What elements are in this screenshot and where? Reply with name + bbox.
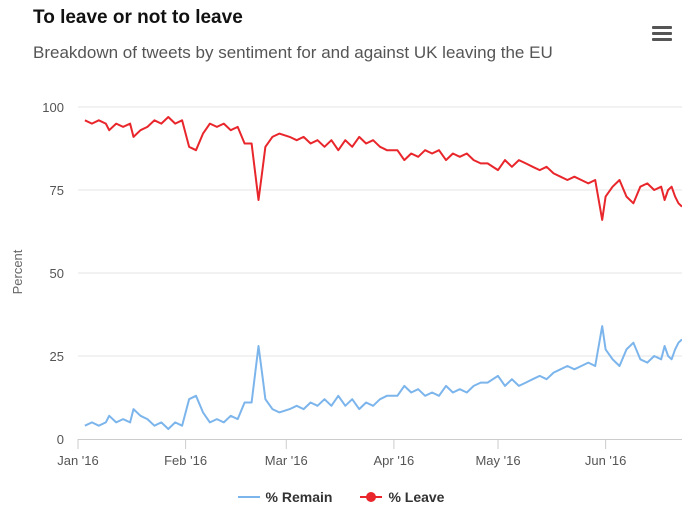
legend-item-leave[interactable]: % Leave — [360, 489, 444, 505]
x-tick-label: Jan '16 — [57, 453, 99, 468]
x-axis: Jan '16 Feb '16 Mar '16 Apr '16 May '16 Jun '… — [57, 439, 682, 468]
series-group — [84, 116, 682, 430]
x-tick-label: Mar '16 — [265, 453, 308, 468]
y-axis-label: Percent — [10, 249, 25, 294]
x-tick-label: Feb '16 — [164, 453, 207, 468]
x-tick-label: Apr '16 — [373, 453, 414, 468]
legend-item-remain[interactable]: % Remain — [237, 489, 333, 505]
y-tick-label: 75 — [50, 183, 64, 198]
legend-swatch — [360, 492, 383, 502]
y-tick-label: 25 — [50, 349, 64, 364]
series-line-leave[interactable] — [84, 116, 682, 221]
x-tick-label: Jun '16 — [585, 453, 627, 468]
chart-title: To leave or not to leave — [33, 7, 243, 28]
chart-subtitle: Breakdown of tweets by sentiment for and… — [33, 43, 553, 62]
x-tick-label: May '16 — [475, 453, 520, 468]
series-line-remain[interactable] — [84, 325, 682, 430]
y-tick-label: 100 — [42, 100, 64, 115]
y-tick-label: 0 — [57, 432, 64, 447]
legend-label: % Remain — [265, 489, 333, 505]
gridlines — [78, 106, 682, 357]
line-chart: 0 25 50 75 100 Jan '16 Feb '16 Mar '16 Apr '16 M… — [10, 100, 682, 468]
y-tick-label: 50 — [50, 266, 64, 281]
menu-icon[interactable] — [652, 26, 672, 42]
legend: % Remain % Leave — [0, 489, 682, 505]
legend-swatch — [237, 492, 260, 502]
y-axis: 0 25 50 75 100 — [42, 100, 64, 447]
legend-label: % Leave — [388, 489, 445, 505]
